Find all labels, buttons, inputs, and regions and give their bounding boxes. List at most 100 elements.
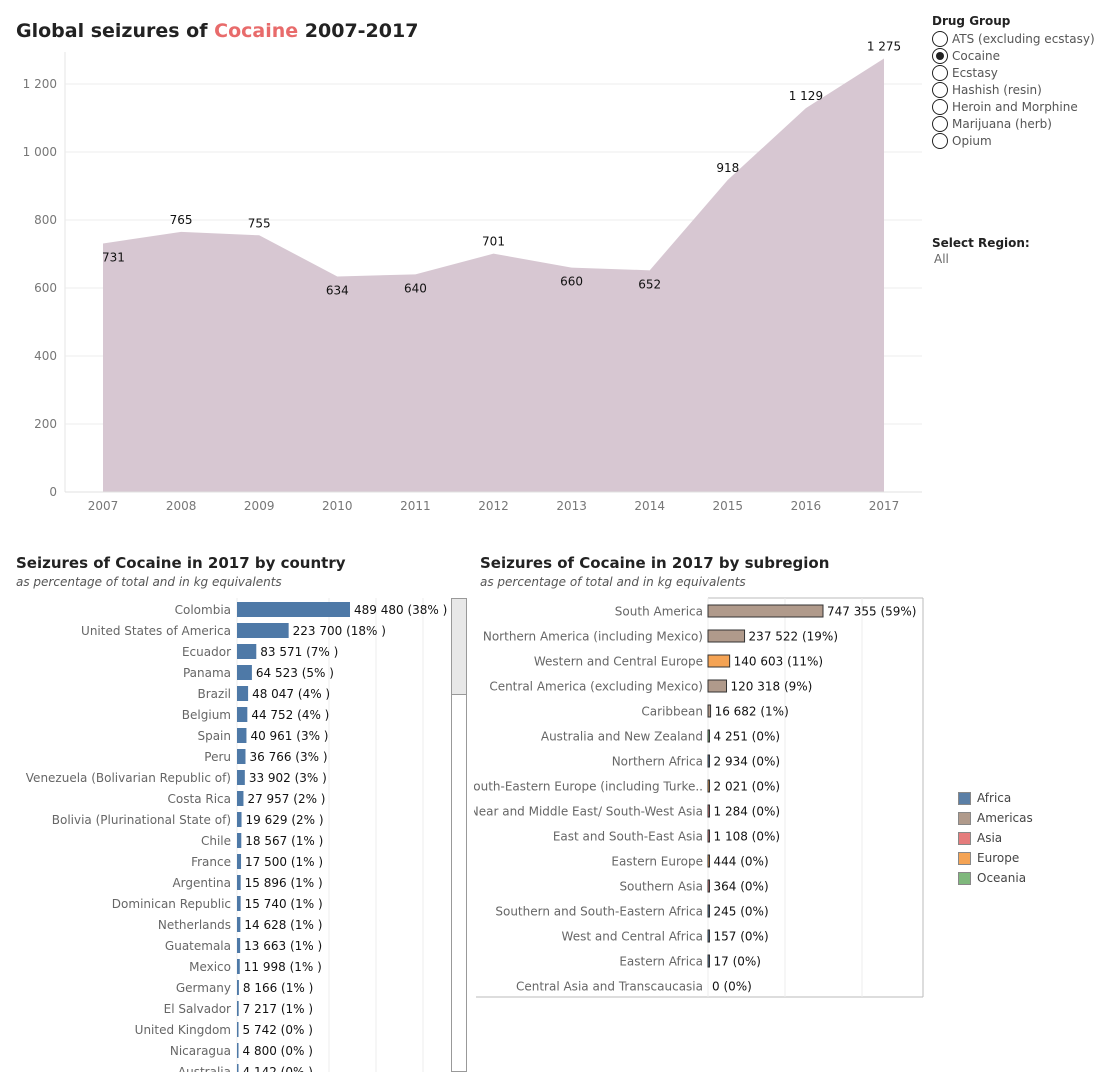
drug-option-heroin-and-morphine[interactable]: Heroin and Morphine [932, 98, 1095, 115]
subregion-bar-chart: South America 747 355 (59%) Northern Ameri… [474, 597, 924, 998]
legend-item-europe[interactable]: Europe [958, 848, 1033, 868]
legend-item-africa[interactable]: Africa [958, 788, 1033, 808]
title-drug: Cocaine [214, 20, 299, 42]
data-label: 652 [638, 277, 661, 291]
subregion-label: Southern Asia [619, 880, 703, 894]
country-value-label: 5 742 (0% ) [243, 1023, 313, 1037]
drug-option-ecstasy[interactable]: Ecstasy [932, 64, 1095, 81]
country-bar [237, 1001, 239, 1016]
radio-circle-icon[interactable] [932, 115, 948, 132]
country-value-label: 15 740 (1% ) [245, 897, 323, 911]
subregion-value-label: 1 108 (0%) [714, 830, 781, 844]
subregion-value-label: 2 934 (0%) [714, 755, 781, 769]
x-tick-label: 2008 [166, 499, 197, 513]
subregion-value-label: 1 284 (0%) [714, 805, 781, 819]
country-bar [237, 728, 247, 743]
drug-option-cocaine[interactable]: Cocaine [932, 47, 1095, 64]
country-bar [237, 749, 246, 764]
country-value-label: 27 957 (2% ) [247, 792, 325, 806]
radio-label: Hashish (resin) [952, 82, 1042, 97]
country-bar [237, 917, 241, 932]
country-value-label: 44 752 (4% ) [251, 708, 329, 722]
subregion-bar [707, 829, 710, 843]
country-value-label: 19 629 (2% ) [246, 813, 324, 827]
subregion-value-label: 140 603 (11%) [734, 655, 823, 669]
country-value-label: 36 766 (3% ) [249, 750, 327, 764]
country-bar [237, 623, 289, 638]
radio-circle-icon[interactable] [932, 132, 948, 149]
subregion-bar [707, 654, 731, 668]
drug-option-hashish-resin[interactable]: Hashish (resin) [932, 81, 1095, 98]
country-bar [237, 833, 242, 848]
legend-item-asia[interactable]: Asia [958, 828, 1033, 848]
country-label: Venezuela (Bolivarian Republic of) [26, 771, 231, 785]
x-tick-label: 2015 [713, 499, 744, 513]
area-series [103, 58, 884, 492]
country-label: Guatemala [165, 939, 231, 953]
country-label: Mexico [189, 960, 231, 974]
legend-item-americas[interactable]: Americas [958, 808, 1033, 828]
y-tick-label: 400 [34, 349, 57, 363]
legend-label: Africa [977, 791, 1012, 805]
radio-label: Heroin and Morphine [952, 99, 1078, 114]
country-bar [237, 791, 244, 806]
radio-circle-icon[interactable] [932, 64, 948, 81]
subregion-value-label: 747 355 (59%) [827, 605, 916, 619]
data-label: 1 129 [789, 89, 823, 103]
region-legend: Africa Americas Asia Europe Oceania [958, 788, 1033, 888]
x-tick-label: 2017 [869, 499, 900, 513]
country-bar [237, 707, 248, 722]
country-value-label: 18 567 (1% ) [245, 834, 323, 848]
country-label: Brazil [198, 687, 232, 701]
data-label: 660 [560, 275, 583, 289]
legend-label: Asia [977, 831, 1003, 845]
scrollbar-thumb[interactable] [452, 599, 466, 695]
drug-option-marijuana-herb[interactable]: Marijuana (herb) [932, 115, 1095, 132]
country-bar [237, 602, 350, 617]
country-label: Nicaragua [170, 1044, 231, 1058]
country-label: Costa Rica [168, 792, 231, 806]
country-value-label: 15 896 (1% ) [245, 876, 323, 890]
country-bar [237, 959, 240, 974]
region-value[interactable]: All [934, 252, 949, 266]
country-bar [237, 875, 241, 890]
x-tick-label: 2012 [478, 499, 509, 513]
subregion-label: Southern and South-Eastern Africa [495, 905, 703, 919]
subregion-label: Australia and New Zealand [541, 730, 703, 744]
country-label: Chile [201, 834, 231, 848]
legend-item-oceania[interactable]: Oceania [958, 868, 1033, 888]
country-label: United Kingdom [135, 1023, 231, 1037]
radio-label: ATS (excluding ecstasy) [952, 31, 1095, 46]
subregion-label: Central Asia and Transcaucasia [516, 980, 703, 994]
region-heading: Select Region: [932, 236, 1030, 250]
main-chart-title: Global seizures of Cocaine 2007-2017 [16, 20, 418, 42]
legend-label: Oceania [977, 871, 1027, 885]
subregion-value-label: 120 318 (9%) [731, 680, 813, 694]
subregion-label: West and Central Africa [562, 930, 703, 944]
country-scrollbar[interactable] [451, 598, 467, 1072]
country-bar [237, 938, 241, 953]
subregion-label: Western and Central Europe [534, 655, 703, 669]
country-value-label: 8 166 (1% ) [243, 981, 313, 995]
country-label: Argentina [172, 876, 231, 890]
country-value-label: 13 663 (1% ) [244, 939, 322, 953]
radio-circle-icon[interactable] [932, 98, 948, 115]
data-label: 765 [170, 213, 193, 227]
legend-swatch [958, 811, 971, 825]
x-tick-label: 2010 [322, 499, 353, 513]
radio-circle-icon[interactable] [932, 47, 948, 64]
subregion-label: Eastern Africa [619, 955, 703, 969]
x-tick-label: 2007 [88, 499, 119, 513]
subregion-chart-note: as percentage of total and in kg equival… [480, 575, 746, 589]
country-value-label: 4 142 (0% ) [243, 1065, 313, 1072]
radio-circle-icon[interactable] [932, 30, 948, 47]
country-value-label: 64 523 (5% ) [256, 666, 334, 680]
drug-option-opium[interactable]: Opium [932, 132, 1095, 149]
drug-group-radio-list: ATS (excluding ecstasy) Cocaine Ecstasy Has… [932, 30, 1095, 149]
data-label: 755 [248, 216, 271, 230]
radio-circle-icon[interactable] [932, 81, 948, 98]
subregion-value-label: 237 522 (19%) [749, 630, 838, 644]
drug-option-ats-excluding-ecstasy[interactable]: ATS (excluding ecstasy) [932, 30, 1095, 47]
country-bar [237, 1064, 239, 1072]
subregion-bar [707, 879, 710, 893]
